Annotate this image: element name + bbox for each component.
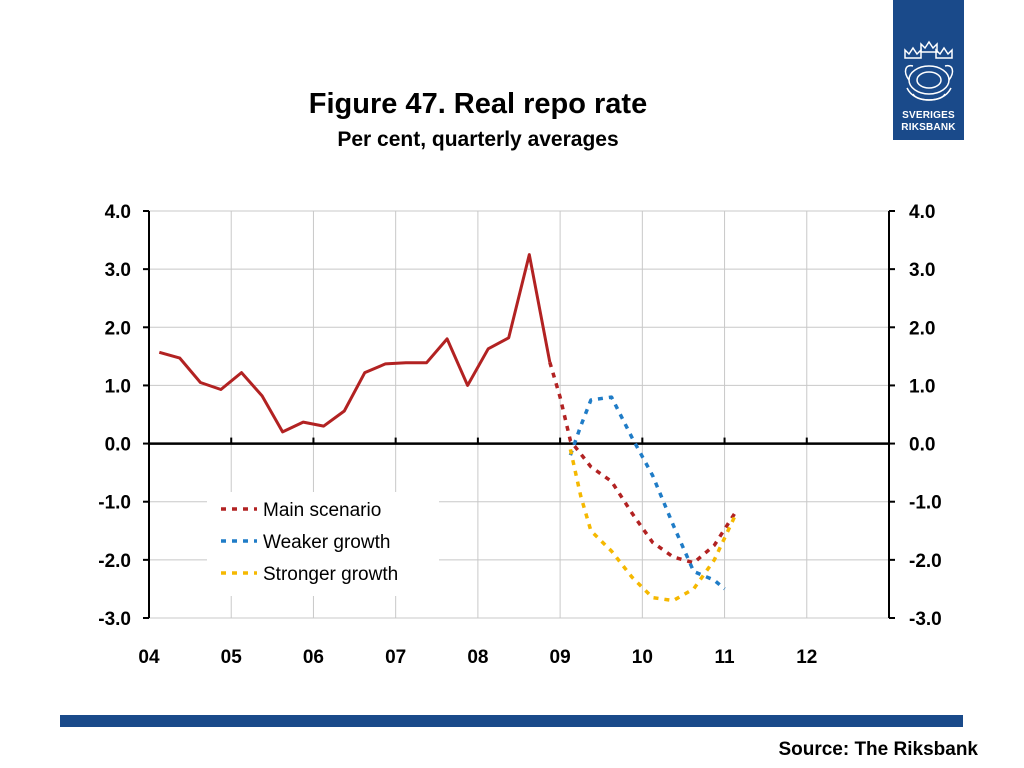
y-tick-label-left: -1.0 [98, 493, 131, 514]
series-line-weaker [568, 395, 726, 591]
riksbank-logo: SVERIGES RIKSBANK [893, 0, 964, 140]
y-tick-label-right: -1.0 [909, 493, 942, 514]
footer-bar [60, 715, 963, 727]
y-tick-label-left: 3.0 [105, 260, 131, 281]
x-tick-label: 06 [303, 647, 324, 668]
source-note: Source: The Riksbank [778, 739, 978, 760]
y-tick-label-left: 1.0 [105, 376, 131, 397]
y-tick-label-right: 0.0 [909, 435, 935, 456]
chart-subtitle: Per cent, quarterly averages [337, 128, 619, 151]
y-tick-label-right: 4.0 [909, 202, 935, 223]
series-lines [158, 253, 737, 603]
y-tick-label-right: -3.0 [909, 609, 942, 630]
y-tick-label-left: 4.0 [105, 202, 131, 223]
x-tick-label: 09 [550, 647, 571, 668]
y-tick-label-right: 2.0 [909, 318, 935, 339]
y-tick-label-left: -2.0 [98, 551, 131, 572]
y-tick-label-left: -3.0 [98, 609, 131, 630]
x-tick-label: 08 [467, 647, 488, 668]
x-tick-label: 05 [221, 647, 243, 668]
legend-label-main: Main scenario [263, 500, 381, 521]
x-tick-label: 11 [715, 647, 736, 668]
logo-text-line2: RIKSBANK [901, 122, 956, 133]
legend-label-stronger: Stronger growth [263, 564, 398, 585]
y-tick-label-right: 1.0 [909, 376, 935, 397]
legend-label-weaker: Weaker growth [263, 532, 390, 553]
line-chart: Main scenario Weaker growth Stronger growt… [98, 202, 942, 668]
x-tick-label: 12 [796, 647, 817, 668]
y-tick-label-right: 3.0 [909, 260, 935, 281]
tick-labels: 4.0 4.0 3.0 3.0 2.0 2.0 1.0 1.0 0.0 0.0 -1.0 -1.0 -2… [98, 202, 942, 668]
chart-title: Figure 47. Real repo rate [308, 88, 648, 120]
axes [143, 210, 895, 619]
logo-text-line1: SVERIGES [902, 110, 955, 121]
series-line-main [548, 361, 737, 565]
legend: Main scenario Weaker growth Stronger growt… [207, 492, 439, 596]
x-tick-label: 07 [385, 647, 406, 668]
riksbank-crest-icon [904, 40, 954, 101]
series-line-outcome [158, 253, 552, 434]
y-tick-label-left: 2.0 [105, 318, 131, 339]
x-tick-label: 04 [138, 647, 160, 668]
x-tick-label: 10 [632, 647, 653, 668]
y-tick-label-right: -2.0 [909, 551, 942, 572]
y-tick-label-left: 0.0 [105, 435, 131, 456]
